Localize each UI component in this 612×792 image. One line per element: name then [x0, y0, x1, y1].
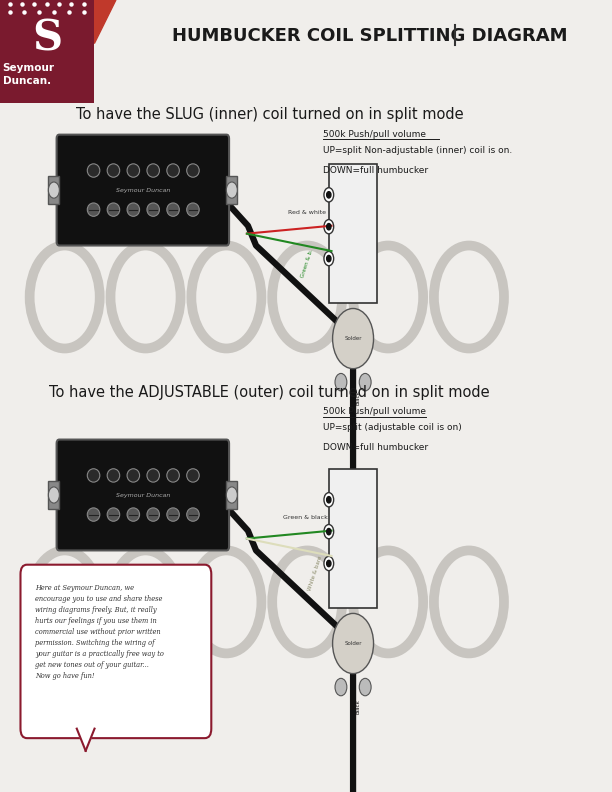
Circle shape [335, 678, 347, 696]
Circle shape [359, 374, 371, 391]
Ellipse shape [187, 508, 200, 521]
Ellipse shape [147, 508, 160, 521]
Circle shape [324, 188, 334, 202]
Text: Green & b.: Green & b. [300, 249, 314, 278]
Circle shape [324, 524, 334, 539]
Ellipse shape [167, 508, 179, 521]
FancyBboxPatch shape [20, 565, 211, 738]
Text: Green & black: Green & black [283, 515, 328, 520]
Ellipse shape [147, 164, 160, 177]
Text: HUMBUCKER COIL SPLITTING DIAGRAM: HUMBUCKER COIL SPLITTING DIAGRAM [173, 27, 568, 44]
Circle shape [324, 219, 334, 234]
Text: S: S [32, 17, 62, 59]
Circle shape [335, 374, 347, 391]
Polygon shape [76, 729, 94, 751]
Ellipse shape [187, 164, 200, 177]
Ellipse shape [187, 469, 200, 482]
FancyBboxPatch shape [226, 481, 237, 509]
FancyBboxPatch shape [48, 481, 59, 509]
FancyBboxPatch shape [329, 165, 378, 303]
Circle shape [332, 613, 373, 673]
Ellipse shape [147, 469, 160, 482]
Text: Seymour
Duncan.: Seymour Duncan. [2, 63, 54, 86]
Ellipse shape [88, 508, 100, 521]
FancyBboxPatch shape [48, 176, 59, 204]
Ellipse shape [167, 164, 179, 177]
Circle shape [226, 487, 237, 503]
Text: Solder: Solder [345, 641, 362, 646]
Circle shape [327, 497, 331, 503]
Ellipse shape [88, 203, 100, 216]
Text: To have the SLUG (inner) coil turned on in split mode: To have the SLUG (inner) coil turned on … [76, 108, 463, 122]
Text: UP=split (adjustable coil is on): UP=split (adjustable coil is on) [323, 423, 462, 432]
Text: Black: Black [356, 699, 361, 714]
FancyBboxPatch shape [329, 469, 378, 608]
Text: Seymour Duncan: Seymour Duncan [116, 188, 170, 192]
Circle shape [48, 487, 59, 503]
Ellipse shape [127, 203, 140, 216]
Ellipse shape [107, 203, 120, 216]
Circle shape [327, 528, 331, 535]
Circle shape [324, 493, 334, 507]
Text: UP=split Non-adjustable (inner) coil is on.: UP=split Non-adjustable (inner) coil is … [323, 146, 513, 155]
Text: White & bare: White & bare [307, 555, 323, 591]
FancyBboxPatch shape [226, 176, 237, 204]
Text: Red & white: Red & white [288, 210, 326, 215]
Ellipse shape [127, 164, 140, 177]
FancyBboxPatch shape [0, 0, 94, 103]
Circle shape [332, 309, 373, 369]
Text: Seymour Duncan: Seymour Duncan [116, 493, 170, 497]
Text: To have the ADJUSTABLE (outer) coil turned on in split mode: To have the ADJUSTABLE (outer) coil turn… [49, 385, 490, 399]
FancyBboxPatch shape [56, 135, 229, 246]
Circle shape [48, 182, 59, 198]
Ellipse shape [107, 508, 120, 521]
Ellipse shape [88, 469, 100, 482]
Ellipse shape [167, 469, 179, 482]
Text: 500k Push/pull volume: 500k Push/pull volume [323, 130, 427, 139]
Circle shape [359, 678, 371, 696]
Ellipse shape [107, 469, 120, 482]
Ellipse shape [167, 203, 179, 216]
Text: Here at Seymour Duncan, we
encourage you to use and share these
wiring diagrams : Here at Seymour Duncan, we encourage you… [35, 584, 164, 680]
Ellipse shape [147, 203, 160, 216]
Ellipse shape [107, 164, 120, 177]
Circle shape [327, 255, 331, 261]
Text: DOWN=full humbucker: DOWN=full humbucker [323, 443, 428, 452]
Circle shape [324, 252, 334, 266]
Text: DOWN=full humbucker: DOWN=full humbucker [323, 166, 428, 175]
Circle shape [327, 192, 331, 198]
Circle shape [226, 182, 237, 198]
FancyBboxPatch shape [56, 440, 229, 550]
Polygon shape [94, 0, 116, 44]
Circle shape [324, 556, 334, 570]
Ellipse shape [187, 203, 200, 216]
Circle shape [327, 223, 331, 230]
Ellipse shape [127, 508, 140, 521]
Text: Black: Black [356, 390, 361, 405]
Text: Solder: Solder [345, 336, 362, 341]
Text: 500k Push/pull volume: 500k Push/pull volume [323, 407, 427, 417]
Circle shape [327, 561, 331, 567]
Ellipse shape [127, 469, 140, 482]
Ellipse shape [88, 164, 100, 177]
